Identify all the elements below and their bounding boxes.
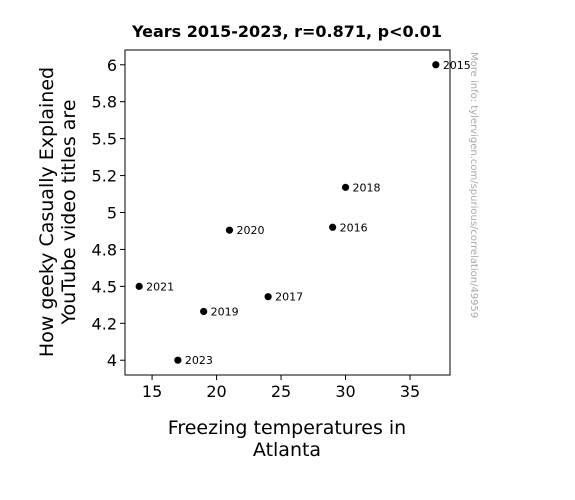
x-axis-label-line-2: Atlanta: [253, 439, 321, 461]
y-tick-label: 4.8: [92, 240, 117, 259]
y-tick-label: 4.2: [92, 314, 117, 333]
data-point-label: 2015: [443, 59, 471, 72]
y-tick-label: 4: [107, 351, 117, 370]
x-axis-label: Freezing temperatures in Atlanta: [168, 417, 406, 461]
data-point-label: 2016: [340, 221, 368, 234]
y-tick-label: 5.8: [92, 93, 117, 112]
watermark-text: More info: tylervigen.com/spurious/corre…: [468, 52, 479, 318]
y-axis-label: How geeky Casually Explained YouTube vid…: [36, 67, 80, 357]
y-axis-label-line-2: YouTube video titles are: [58, 99, 80, 325]
data-point: [341, 183, 350, 191]
data-point-label: 2019: [211, 305, 239, 318]
y-tick-label: 4.5: [92, 277, 117, 296]
data-point: [432, 61, 440, 69]
y-tick-label: 5.5: [92, 130, 117, 149]
y-tick-label: 5.2: [92, 167, 117, 186]
chart-title: Years 2015-2023, r=0.871, p<0.01: [131, 22, 442, 41]
data-point-label: 2023: [185, 354, 213, 367]
data-point-label: 2021: [146, 280, 174, 293]
data-point: [174, 356, 182, 364]
data-point-label: 2018: [353, 181, 381, 194]
plot-area: 15 20 25 30 35 4 4.2 4.5 4.8 5 5.2 5.5 5.8 6 2015 2016 2…: [92, 49, 471, 401]
data-point-label: 2017: [275, 291, 303, 304]
data-point: [225, 226, 234, 234]
y-tick-label: 5: [107, 204, 117, 223]
x-axis-label-line-1: Freezing temperatures in: [168, 417, 406, 439]
data-point-label: 2020: [236, 224, 264, 237]
data-point: [264, 293, 272, 301]
x-tick-label: 15: [142, 382, 162, 401]
y-tick-label: 6: [107, 56, 117, 75]
x-tick-label: 20: [206, 382, 226, 401]
data-point: [135, 282, 143, 290]
x-tick-label: 35: [400, 382, 420, 401]
x-tick-label: 25: [271, 382, 291, 401]
y-axis-label-line-1: How geeky Casually Explained: [36, 67, 58, 357]
data-point: [329, 223, 337, 231]
x-tick-label: 30: [335, 382, 355, 401]
data-point: [200, 307, 208, 316]
